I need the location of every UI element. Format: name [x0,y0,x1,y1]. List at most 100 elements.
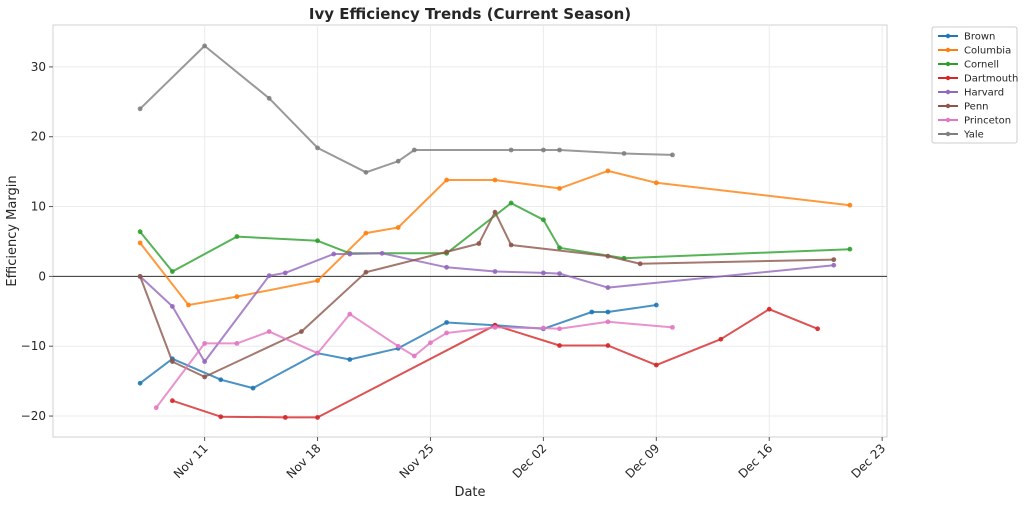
data-point-princeton [153,405,159,411]
data-point-penn [202,374,208,380]
series-harvard [137,250,837,364]
data-point-harvard [379,250,385,256]
legend-label: Yale [963,130,984,141]
data-point-yale [557,147,562,153]
y-tick-label: 10 [31,200,46,214]
data-point-cornell [234,234,240,239]
y-axis-label: Efficiency Margin [5,175,20,286]
legend-marker [945,103,951,109]
data-point-penn [169,359,175,364]
data-point-cornell [137,229,143,235]
series-line-yale [139,44,673,174]
data-point-penn [492,209,498,215]
data-point-columbia [137,240,143,246]
data-point-harvard [444,264,450,270]
data-point-dartmouth [218,414,224,420]
data-point-cornell [847,246,853,252]
data-point-yale [137,106,143,112]
data-point-brown [444,320,450,325]
data-point-harvard [831,262,837,268]
series-line-harvard [139,252,834,363]
data-point-harvard [331,251,337,257]
data-point-harvard [282,270,288,276]
data-point-princeton [428,340,433,346]
data-point-columbia [653,180,659,186]
data-point-penn [508,242,514,248]
data-point-princeton [395,343,401,349]
data-point-cornell [557,245,562,251]
legend-label: Columbia [964,46,1011,57]
y-tick-label: 20 [31,130,46,144]
data-point-princeton [347,311,353,317]
legend-marker [945,89,951,95]
data-point-princeton [670,324,675,330]
data-point-columbia [186,302,191,308]
data-point-columbia [315,278,320,283]
legend-item-brown: Brown [938,32,995,43]
legend-label: Cornell [964,60,999,71]
data-point-yale [202,43,208,49]
series-penn [137,209,837,380]
legend-marker [945,117,951,123]
plot-frame [52,24,888,438]
data-point-columbia [847,202,853,208]
data-point-brown [218,377,224,383]
series-line-penn [139,211,834,378]
data-point-harvard [557,271,562,276]
legend-label: Harvard [964,88,1004,99]
data-point-yale [508,147,514,153]
data-point-cornell [540,217,546,223]
data-point-princeton [411,353,417,359]
data-point-princeton [266,329,272,334]
data-point-penn [476,241,482,246]
data-point-harvard [169,304,175,309]
legend: Brown Columbia Cornell Dartmouth Harvard Penn… [931,26,1018,144]
data-point-harvard [266,273,272,279]
data-point-dartmouth [282,415,288,420]
data-point-yale [315,145,320,151]
y-tick-label: −20 [21,409,46,423]
legend-item-yale: Yale [938,130,984,141]
x-axis-label: Date [454,485,485,500]
data-point-columbia [395,225,401,230]
legend-label: Penn [964,102,989,113]
data-point-dartmouth [766,306,772,312]
data-point-dartmouth [169,398,175,404]
data-point-brown [137,380,143,386]
series-layer [137,43,853,420]
data-point-princeton [540,325,546,331]
data-point-harvard [347,251,353,257]
data-point-dartmouth [718,336,724,342]
data-point-princeton [492,324,498,330]
data-point-dartmouth [315,415,320,420]
data-point-harvard [492,269,498,274]
data-point-yale [363,169,369,175]
data-point-harvard [540,270,546,276]
series-dartmouth [169,306,821,420]
data-point-penn [299,329,304,334]
data-point-brown [605,309,611,315]
data-point-yale [621,151,627,156]
data-point-princeton [557,326,562,332]
legend-item-princeton: Princeton [938,116,1011,127]
data-point-dartmouth [815,326,821,332]
data-point-dartmouth [653,362,659,368]
data-point-brown [347,357,353,362]
data-point-penn [831,257,837,263]
data-point-columbia [444,177,450,183]
legend-label: Princeton [964,116,1011,127]
data-point-columbia [234,294,240,300]
data-point-dartmouth [557,343,562,348]
legend-marker [945,47,951,53]
data-point-penn [444,249,450,255]
data-point-yale [395,158,401,164]
data-point-princeton [202,341,208,346]
data-point-cornell [169,269,175,274]
y-tick-label: 30 [31,60,46,74]
data-point-columbia [492,177,498,183]
data-point-yale [670,152,675,158]
plot-area: Nov 11 Nov 18 Nov 25 Dec 02 Dec 09 Dec 16 Dec … [21,24,888,481]
y-ticks: −20 −10 0 10 20 30 [21,60,53,423]
data-point-princeton [234,341,240,346]
